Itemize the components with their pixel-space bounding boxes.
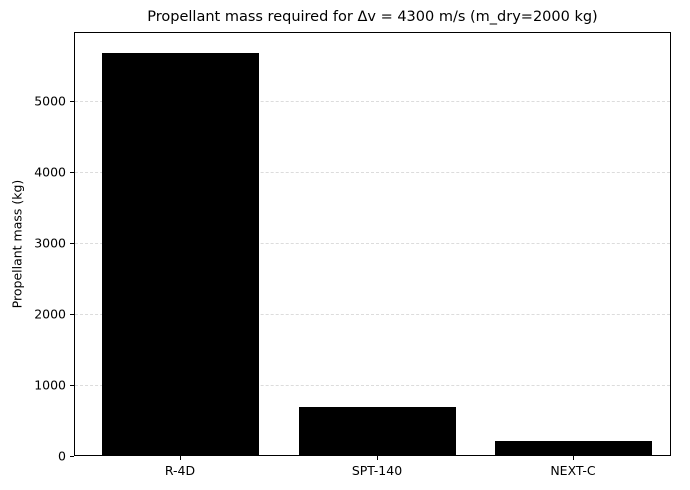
gridline — [75, 314, 670, 315]
gridline — [75, 172, 670, 173]
y-tick-mark — [70, 314, 74, 315]
bar-next-c — [494, 441, 652, 456]
bar-spt-140 — [298, 407, 456, 456]
y-tick-mark — [70, 101, 74, 102]
y-tick-label: 3000 — [34, 235, 66, 251]
gridline — [75, 385, 670, 386]
x-tick-mark — [377, 456, 378, 460]
chart-title: Propellant mass required for Δv = 4300 m… — [147, 9, 598, 25]
x-tick-label: R-4D — [164, 463, 196, 478]
y-tick-mark — [70, 172, 74, 173]
x-tick-label: SPT-140 — [351, 463, 403, 478]
plot-area — [74, 32, 671, 456]
y-tick-label: 2000 — [34, 306, 66, 322]
gridline — [75, 243, 670, 244]
y-axis-label: Propellant mass (kg) — [9, 179, 25, 309]
y-tick-label: 4000 — [34, 164, 66, 180]
y-tick-label: 5000 — [34, 93, 66, 109]
y-tick-label: 1000 — [34, 377, 66, 393]
y-tick-mark — [70, 243, 74, 244]
x-tick-mark — [573, 456, 574, 460]
y-tick-mark — [70, 385, 74, 386]
y-tick-mark — [70, 456, 74, 457]
bar-r-4d — [101, 53, 259, 456]
x-tick-label: NEXT-C — [550, 463, 596, 478]
x-tick-mark — [180, 456, 181, 460]
y-tick-label: 0 — [58, 448, 66, 464]
gridline — [75, 101, 670, 102]
